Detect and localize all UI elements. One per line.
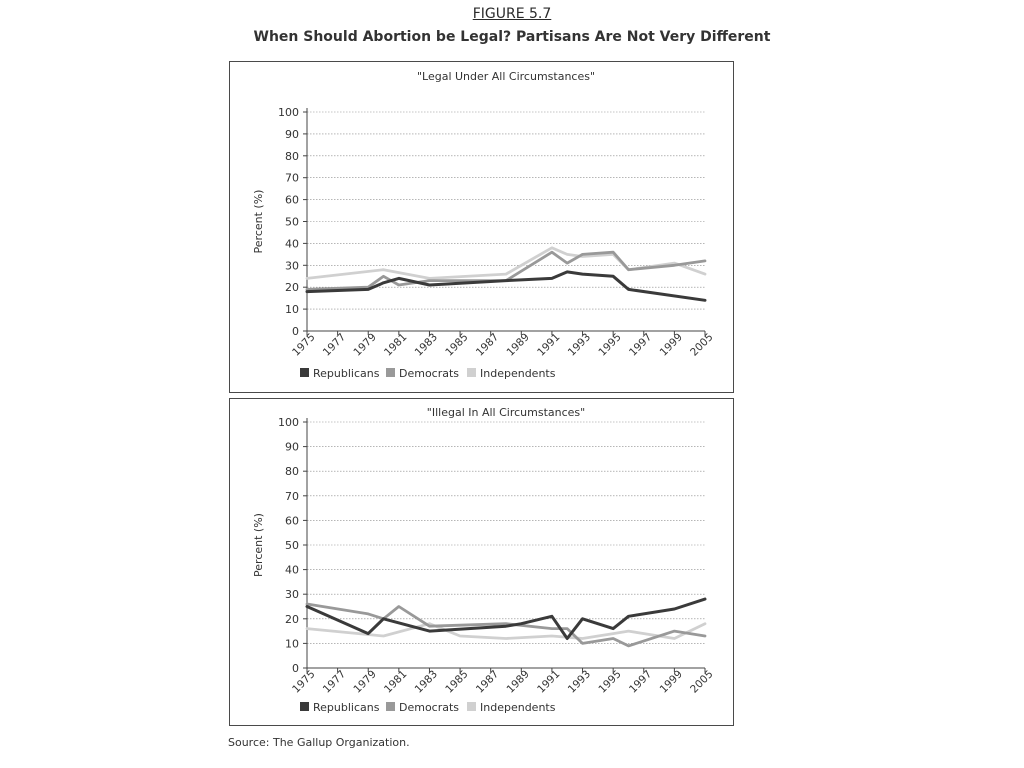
- legend-swatch-democrats: [386, 368, 395, 377]
- y-tick-label-10: 10: [285, 303, 299, 316]
- series-line-republicans: [305, 597, 707, 640]
- x-tick-label-1991: 1991: [535, 668, 562, 695]
- y-tick-label-40: 40: [285, 237, 299, 250]
- x-tick-label-1985: 1985: [443, 668, 470, 695]
- legend-swatch-democrats: [386, 702, 395, 711]
- source-note: Source: The Gallup Organization.: [228, 736, 410, 749]
- y-tick-label-0: 0: [292, 662, 299, 675]
- y-tick-label-70: 70: [285, 172, 299, 185]
- x-tick-label-1987: 1987: [474, 668, 501, 695]
- x-tick-label-1977: 1977: [321, 668, 348, 695]
- legend-label-independents: Independents: [480, 701, 556, 714]
- x-tick-label-1983: 1983: [413, 668, 440, 695]
- x-tick-label-1997: 1997: [627, 331, 654, 358]
- x-tick-label-1995: 1995: [596, 331, 623, 358]
- y-tick-label-20: 20: [285, 281, 299, 294]
- chart-title: "Illegal In All Circumstances": [427, 406, 585, 419]
- y-tick-label-20: 20: [285, 613, 299, 626]
- x-tick-label-1995: 1995: [596, 668, 623, 695]
- figure-title: When Should Abortion be Legal? Partisans…: [253, 29, 771, 45]
- legend-label-republicans: Republicans: [313, 367, 380, 380]
- series-line-republicans: [305, 270, 707, 302]
- x-tick-label-2005: 2005: [688, 668, 715, 695]
- chart-legal-svg: "Legal Under All Circumstances" 0 10 20 30 40…: [252, 70, 716, 380]
- x-tick-label-1993: 1993: [566, 331, 593, 358]
- y-tick-label-80: 80: [285, 465, 299, 478]
- legend-label-democrats: Democrats: [399, 367, 459, 380]
- x-tick-label-1981: 1981: [382, 668, 409, 695]
- x-tick-label-1979: 1979: [351, 331, 378, 358]
- legend-label-republicans: Republicans: [313, 701, 380, 714]
- y-tick-label-50: 50: [285, 216, 299, 229]
- y-axis-label: Percent (%): [252, 190, 265, 254]
- y-axis-label: Percent (%): [252, 513, 265, 577]
- y-tick-label-100: 100: [278, 416, 299, 429]
- x-tick-label-1983: 1983: [413, 331, 440, 358]
- y-tick-label-90: 90: [285, 441, 299, 454]
- y-tick-label-80: 80: [285, 150, 299, 163]
- x-tick-label-1987: 1987: [474, 331, 501, 358]
- legend-label-democrats: Democrats: [399, 701, 459, 714]
- y-tick-label-60: 60: [285, 194, 299, 207]
- chart-panel-legal: "Legal Under All Circumstances" 0 10 20 30 40…: [229, 61, 734, 393]
- y-tick-label-0: 0: [292, 325, 299, 338]
- x-tick-label-1999: 1999: [658, 668, 685, 695]
- legend-swatch-independents: [467, 368, 476, 377]
- series-line-independents: [305, 246, 707, 280]
- y-tick-label-50: 50: [285, 539, 299, 552]
- x-tick-label-2005: 2005: [688, 331, 715, 358]
- chart-panel-illegal: "Illegal In All Circumstances" 0 10 20 30 40 5…: [229, 398, 734, 726]
- x-tick-label-1993: 1993: [566, 668, 593, 695]
- legend-swatch-republicans: [300, 702, 309, 711]
- y-tick-label-100: 100: [278, 106, 299, 119]
- y-tick-label-30: 30: [285, 588, 299, 601]
- x-tick-label-1989: 1989: [504, 331, 531, 358]
- chart-title: "Legal Under All Circumstances": [417, 70, 595, 83]
- y-tick-label-90: 90: [285, 128, 299, 141]
- chart-illegal-svg: "Illegal In All Circumstances" 0 10 20 30 40 5…: [252, 406, 716, 714]
- x-tick-label-1991: 1991: [535, 331, 562, 358]
- y-tick-label-70: 70: [285, 490, 299, 503]
- x-tick-label-1989: 1989: [504, 668, 531, 695]
- x-tick-label-1985: 1985: [443, 331, 470, 358]
- x-tick-label-1981: 1981: [382, 331, 409, 358]
- x-tick-label-1997: 1997: [627, 668, 654, 695]
- legend-swatch-republicans: [300, 368, 309, 377]
- x-tick-label-1979: 1979: [351, 668, 378, 695]
- y-tick-label-40: 40: [285, 564, 299, 577]
- y-tick-label-10: 10: [285, 637, 299, 650]
- figure-label: FIGURE 5.7: [472, 6, 552, 22]
- y-tick-label-60: 60: [285, 514, 299, 527]
- x-tick-label-1977: 1977: [321, 331, 348, 358]
- x-tick-label-1999: 1999: [658, 331, 685, 358]
- legend-label-independents: Independents: [480, 367, 556, 380]
- legend-swatch-independents: [467, 702, 476, 711]
- y-tick-label-30: 30: [285, 259, 299, 272]
- series-line-democrats: [305, 250, 707, 291]
